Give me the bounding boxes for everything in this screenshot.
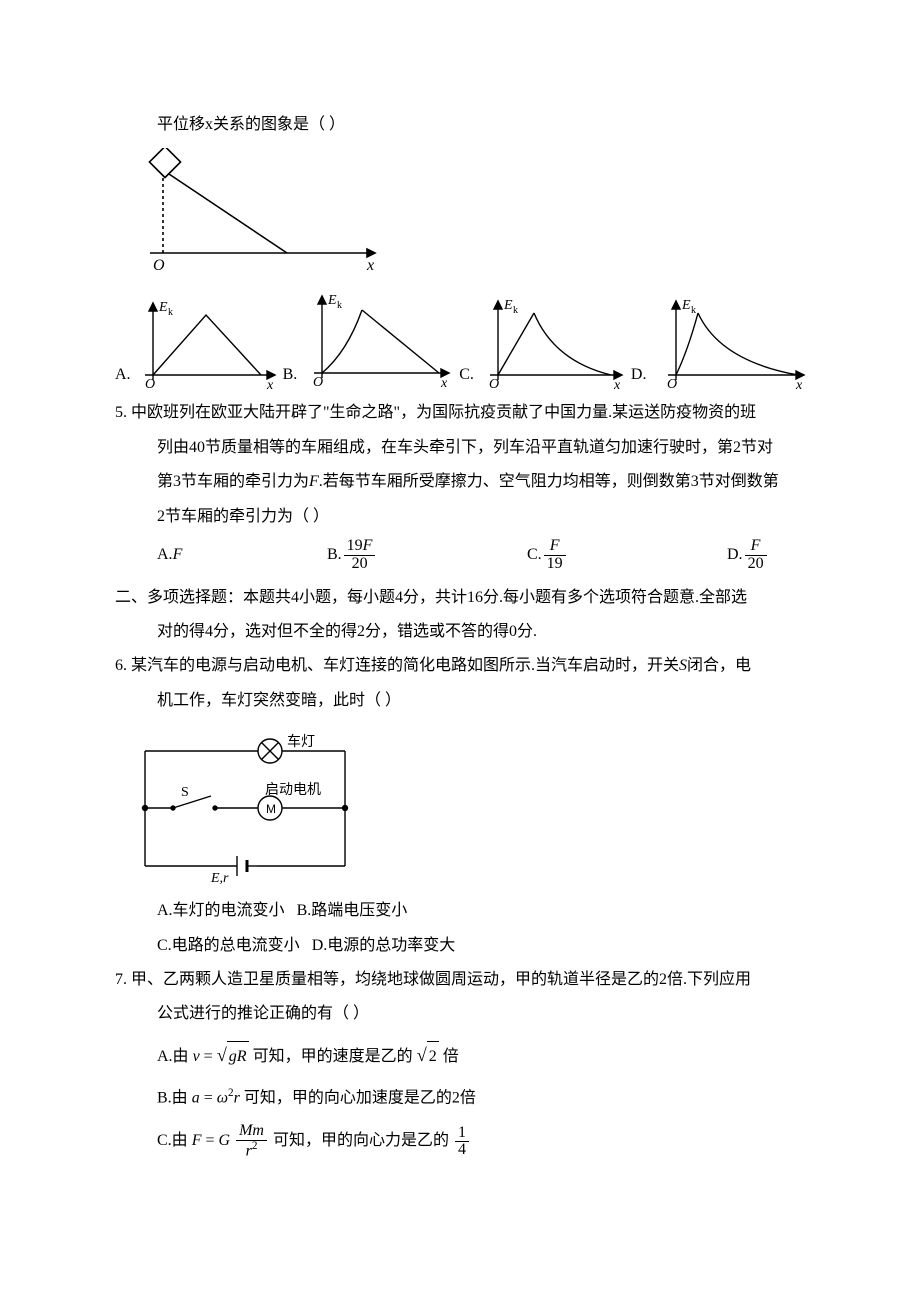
q4-optC-label: C.: [459, 360, 474, 390]
svg-text:E: E: [158, 300, 168, 315]
q6-line1: 6. 某汽车的电源与启动电机、车灯连接的简化电路如图所示.当汽车启动时，开关S闭…: [115, 651, 805, 681]
q5-optB-label: B.: [327, 540, 342, 570]
svg-text:启动电机: 启动电机: [265, 782, 321, 798]
q4-optD-label: D.: [631, 360, 647, 390]
q5-optD-label: D.: [727, 540, 743, 570]
q5-line1: 5. 中欧班列在欧亚大陆开辟了"生命之路"，为国际抗疫贡献了中国力量.某运送防疫…: [115, 398, 805, 428]
svg-text:x: x: [266, 378, 274, 390]
svg-text:k: k: [691, 305, 696, 316]
q4-optA-graph: E k O x: [133, 295, 283, 390]
q7-optC: C.由 F = G Mm r2 可知，甲的向心力是乙的 1 4: [115, 1123, 805, 1160]
q5-line4: 2节车厢的牵引力为（ ）: [115, 502, 805, 532]
svg-text:x: x: [440, 376, 448, 390]
svg-text:O: O: [489, 377, 499, 390]
svg-text:x: x: [795, 378, 803, 390]
svg-text:k: k: [337, 300, 342, 311]
q6-optB: B.路端电压变小: [297, 902, 408, 919]
svg-text:S: S: [181, 785, 189, 800]
q4-optA-label: A.: [115, 360, 131, 390]
q6-optC: C.电路的总电流变小: [157, 937, 300, 954]
q6-circuit: M 车灯 启动电机 S E,r: [115, 726, 375, 886]
q6-optsCD: C.电路的总电流变小 D.电源的总功率变大: [115, 931, 805, 961]
q6-num: 6.: [115, 657, 131, 674]
svg-text:O: O: [313, 375, 323, 390]
q5-line3: 第3节车厢的牵引力为F.若每节车厢所受摩擦力、空气阻力均相等，则倒数第3节对倒数…: [115, 467, 805, 497]
svg-text:O: O: [667, 377, 677, 390]
svg-text:E: E: [327, 293, 337, 308]
q5-options: A. F B. 19F 20 C. F 19 D. F 20: [115, 538, 805, 573]
svg-text:k: k: [168, 307, 173, 318]
svg-text:E: E: [503, 298, 513, 313]
q6-optA: A.车灯的电流变小: [157, 902, 285, 919]
svg-text:E: E: [681, 298, 691, 313]
q5-num: 5.: [115, 404, 131, 421]
q5-line2: 列由40节质量相等的车厢组成，在车头牵引下，列车沿平直轨道匀加速行驶时，第2节对: [115, 433, 805, 463]
svg-text:O: O: [153, 257, 165, 274]
svg-text:k: k: [513, 305, 518, 316]
svg-text:x: x: [366, 257, 374, 274]
q5-optC-label: C.: [527, 540, 542, 570]
svg-text:x: x: [613, 378, 621, 390]
q7-optB: B.由 a = ω2r 可知，甲的向心加速度是乙的2倍: [115, 1083, 805, 1114]
q4-main-diagram: O x: [135, 148, 385, 278]
svg-text:M: M: [266, 802, 276, 816]
svg-text:车灯: 车灯: [287, 733, 315, 750]
q7-line1: 7. 甲、乙两颗人造卫星质量相等，均绕地球做圆周运动，甲的轨道半径是乙的2倍.下…: [115, 965, 805, 995]
q7-num: 7.: [115, 971, 131, 988]
q5-optA-val: F: [173, 540, 183, 570]
q4-optB-label: B.: [283, 360, 298, 390]
q6-optsAB: A.车灯的电流变小 B.路端电压变小: [115, 896, 805, 926]
q4-optB-graph: E k O x: [299, 290, 459, 390]
svg-text:E,r: E,r: [210, 871, 229, 886]
q4-options-row: A. E k O x B.: [115, 290, 805, 390]
q4-stem-text: 平位移x关系的图象是（ ）: [157, 116, 345, 133]
q5-optA-label: A.: [157, 540, 173, 570]
q4-stem-cont: 平位移x关系的图象是（ ）: [115, 110, 805, 140]
section2-head: 二、多项选择题：本题共4小题，每小题4分，共计16分.每小题有多个选项符合题意.…: [115, 583, 805, 613]
q4-optD-graph: E k O x: [648, 295, 813, 390]
q4-optC-graph: E k O x: [476, 295, 631, 390]
q6-optD: D.电源的总功率变大: [312, 937, 456, 954]
q5-optC-frac: F 19: [544, 538, 566, 573]
q5-optD-frac: F 20: [745, 538, 767, 573]
q6-line2: 机工作，车灯突然变暗，此时（ ）: [115, 686, 805, 716]
q7-line2: 公式进行的推论正确的有（ ）: [115, 999, 805, 1029]
svg-text:O: O: [145, 377, 155, 390]
q5-optB-frac: 19F 20: [344, 538, 376, 573]
section2-cont: 对的得4分，选对但不全的得2分，错选或不答的得0分.: [115, 617, 805, 647]
q7-optA: A.由 v = √gR 可知，甲的速度是乙的 √2 倍: [115, 1038, 805, 1073]
